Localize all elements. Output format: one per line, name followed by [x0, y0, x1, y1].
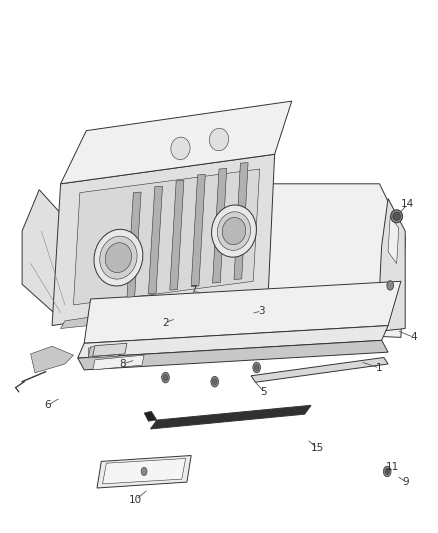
Polygon shape: [127, 192, 141, 297]
Circle shape: [254, 365, 259, 370]
Circle shape: [383, 466, 391, 477]
Polygon shape: [88, 346, 118, 358]
Text: 10: 10: [129, 495, 142, 505]
Circle shape: [211, 376, 219, 387]
Polygon shape: [60, 317, 93, 328]
Circle shape: [253, 362, 261, 373]
Ellipse shape: [393, 212, 400, 221]
Polygon shape: [52, 154, 275, 326]
Ellipse shape: [212, 205, 256, 257]
Text: 3: 3: [258, 306, 265, 316]
Polygon shape: [31, 346, 74, 373]
Polygon shape: [388, 216, 399, 263]
Polygon shape: [93, 355, 144, 370]
Ellipse shape: [171, 137, 190, 159]
Text: 2: 2: [162, 318, 169, 328]
Polygon shape: [78, 184, 405, 337]
Polygon shape: [88, 344, 123, 357]
Circle shape: [162, 372, 170, 383]
Polygon shape: [151, 405, 311, 429]
Ellipse shape: [391, 210, 403, 223]
Text: 15: 15: [311, 443, 324, 454]
Polygon shape: [234, 163, 248, 279]
Polygon shape: [78, 341, 388, 370]
Polygon shape: [74, 169, 260, 305]
Ellipse shape: [217, 212, 251, 251]
Polygon shape: [170, 180, 184, 290]
Circle shape: [212, 379, 217, 385]
Circle shape: [387, 281, 394, 290]
Polygon shape: [212, 168, 227, 283]
Ellipse shape: [105, 243, 131, 272]
Polygon shape: [22, 190, 78, 322]
Text: 9: 9: [403, 477, 410, 487]
Polygon shape: [97, 456, 191, 488]
Text: 4: 4: [410, 333, 417, 342]
Text: 14: 14: [401, 199, 414, 209]
Polygon shape: [102, 458, 186, 484]
Ellipse shape: [100, 236, 137, 279]
Polygon shape: [93, 343, 127, 356]
Ellipse shape: [222, 217, 246, 245]
Text: 5: 5: [261, 387, 267, 397]
Polygon shape: [251, 358, 388, 382]
Text: 11: 11: [386, 462, 399, 472]
Circle shape: [385, 469, 389, 474]
Text: 6: 6: [45, 400, 51, 410]
Text: 8: 8: [120, 359, 126, 369]
Polygon shape: [60, 101, 292, 184]
Polygon shape: [84, 281, 401, 343]
Ellipse shape: [209, 128, 229, 151]
Polygon shape: [148, 186, 162, 294]
Polygon shape: [78, 326, 388, 358]
Circle shape: [141, 467, 147, 475]
Polygon shape: [144, 411, 157, 421]
Text: 1: 1: [376, 363, 383, 373]
Polygon shape: [378, 199, 405, 332]
Text: 7: 7: [190, 285, 197, 295]
Polygon shape: [191, 174, 205, 287]
Circle shape: [163, 375, 168, 381]
Ellipse shape: [94, 229, 143, 286]
